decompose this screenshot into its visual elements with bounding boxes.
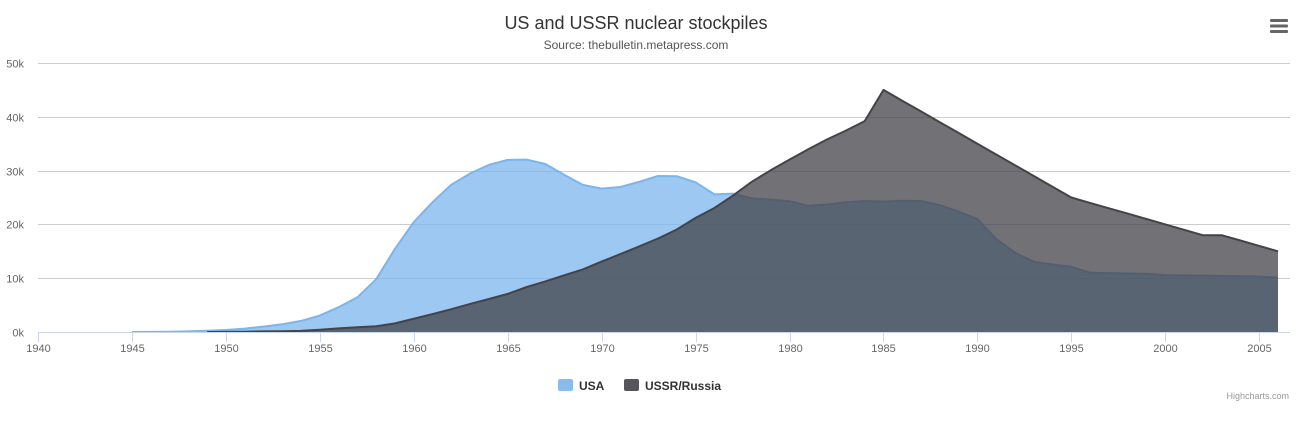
x-tick-label: 1965 — [496, 343, 520, 355]
legend-item-usa[interactable]: USA — [558, 379, 605, 393]
menu-icon — [1270, 19, 1288, 22]
x-tick-label: 1995 — [1059, 343, 1083, 355]
x-tick-label: 2005 — [1247, 343, 1271, 355]
chart-subtitle: Source: thebulletin.metapress.com — [544, 38, 729, 52]
x-tick-label: 1950 — [214, 343, 238, 355]
y-tick-label: 40k — [6, 113, 24, 125]
context-menu-button[interactable] — [1270, 18, 1288, 34]
x-tick-label: 2000 — [1153, 343, 1177, 355]
y-tick-label: 0k — [12, 328, 24, 340]
y-tick-label: 20k — [6, 220, 24, 232]
chart-title: US and USSR nuclear stockpiles — [504, 13, 767, 33]
x-tick-label: 1990 — [965, 343, 989, 355]
y-tick-label: 50k — [6, 59, 24, 71]
y-axis-tick-labels: 0k 10k 20k 30k 40k 50k — [6, 59, 24, 340]
legend-label: USSR/Russia — [645, 379, 721, 393]
series-areas — [131, 88, 1279, 333]
credits-link[interactable]: Highcharts.com — [1226, 391, 1289, 401]
legend-item-ussr-russia[interactable]: USSR/Russia — [624, 379, 721, 393]
y-tick-label: 30k — [6, 167, 24, 179]
series-ussr-russia[interactable] — [207, 88, 1279, 333]
x-tick-label: 1940 — [26, 343, 50, 355]
x-tick-label: 1970 — [590, 343, 614, 355]
legend-label: USA — [579, 379, 605, 393]
x-tick-label: 1960 — [402, 343, 426, 355]
x-tick-label: 1975 — [684, 343, 708, 355]
legend-swatch — [558, 379, 573, 391]
series-line[interactable] — [207, 88, 1279, 333]
x-tick-label: 1985 — [871, 343, 895, 355]
legend-swatch — [624, 379, 639, 391]
x-tick-label: 1955 — [308, 343, 332, 355]
y-tick-label: 10k — [6, 274, 24, 286]
series-area-fill[interactable] — [207, 89, 1279, 333]
x-axis: 1940 1945 1950 1955 1960 1965 1970 1975 1980 1985… — [26, 332, 1290, 355]
x-tick-label: 1945 — [120, 343, 144, 355]
legend: USA USSR/Russia — [558, 379, 721, 393]
x-tick-label: 1980 — [778, 343, 802, 355]
